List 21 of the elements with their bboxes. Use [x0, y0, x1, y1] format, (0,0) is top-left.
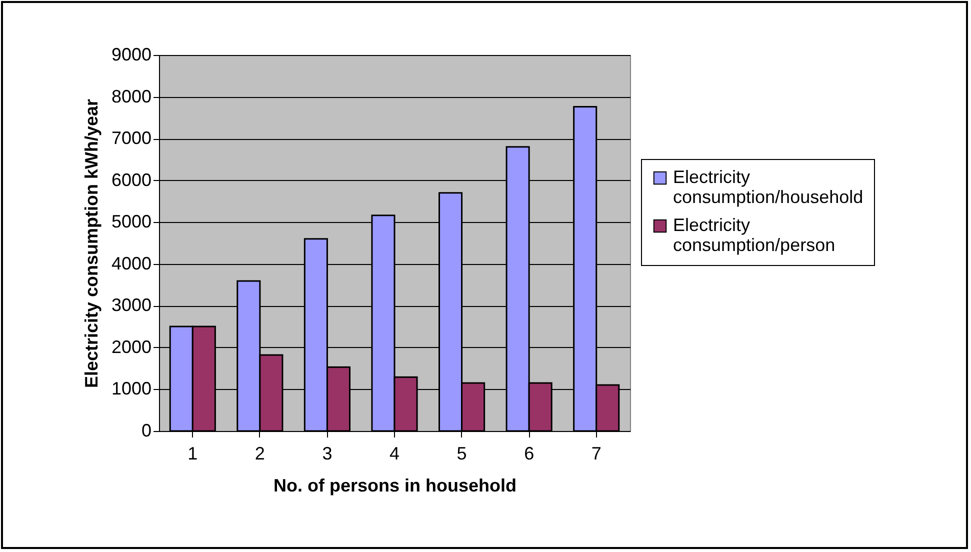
- x-tick-label: 5: [456, 444, 467, 464]
- x-tick-label: 3: [322, 444, 332, 464]
- y-tick-label: 2000: [111, 336, 152, 357]
- y-axis-title: Electricity consumption kWh/year: [81, 98, 102, 388]
- x-tick-label: 2: [254, 444, 265, 464]
- y-tick-label: 3000: [111, 295, 152, 316]
- y-tick-label: 4000: [111, 253, 152, 274]
- x-tick-label: 7: [591, 444, 602, 464]
- legend-label: Electricity consumption/person: [673, 215, 836, 255]
- y-tick-label: 1000: [111, 378, 152, 399]
- y-tick-label: 6000: [111, 170, 152, 190]
- x-axis-title: No. of persons in household: [274, 476, 516, 496]
- x-tick-label: 4: [389, 444, 400, 464]
- y-tick-label: 7000: [111, 128, 152, 148]
- x-tick-label: 6: [524, 444, 534, 464]
- y-tick-label: 9000: [111, 44, 152, 64]
- y-tick-label: 5000: [111, 212, 152, 232]
- x-tick-label: 1: [188, 444, 198, 464]
- y-tick-label: 8000: [111, 86, 152, 106]
- y-tick-label: 0: [141, 420, 152, 440]
- legend-label: Electricity consumption/household: [673, 167, 864, 207]
